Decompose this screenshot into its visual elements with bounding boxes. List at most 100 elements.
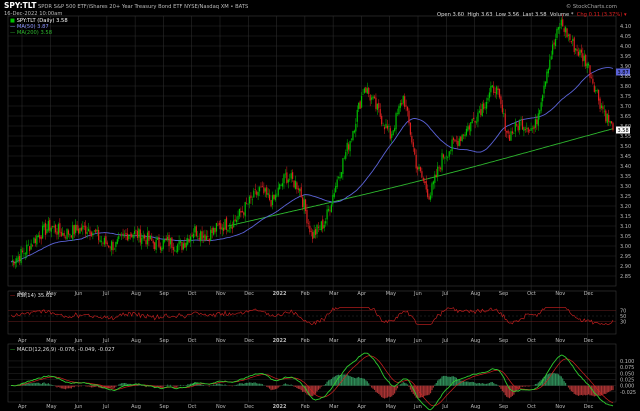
macd-histogram-bar bbox=[462, 381, 465, 386]
macd-histogram-bar bbox=[257, 383, 259, 386]
macd-tick-label: -0.025 bbox=[620, 390, 636, 396]
candle-body bbox=[504, 113, 506, 132]
macd-histogram-bar bbox=[39, 383, 41, 386]
x-tick-label: Oct bbox=[188, 338, 197, 344]
candle-body bbox=[139, 229, 141, 243]
macd-histogram-bar bbox=[93, 385, 95, 387]
macd-histogram-bar bbox=[457, 379, 459, 386]
candle-body bbox=[562, 19, 564, 27]
candle-body bbox=[89, 230, 91, 235]
price-tag-label: 3.87 bbox=[618, 70, 629, 76]
macd-histogram-bar bbox=[346, 374, 348, 386]
macd-histogram-bar bbox=[123, 382, 126, 386]
macd-histogram-bar bbox=[521, 385, 524, 387]
legend-main-series: ■ SPY:TLT (Daily) 3.58 bbox=[10, 18, 68, 24]
candle-body bbox=[243, 212, 245, 215]
candle-body bbox=[583, 55, 585, 61]
macd-histogram-bar bbox=[243, 383, 245, 386]
y-tick-label: 3.50 bbox=[620, 144, 631, 150]
y-tick-label: 3.75 bbox=[620, 94, 631, 100]
candle-body bbox=[385, 123, 387, 128]
candle-body bbox=[250, 195, 252, 199]
candle-body bbox=[99, 240, 101, 242]
macd-histogram-bar bbox=[366, 381, 368, 386]
candle-body bbox=[284, 173, 287, 175]
candle-body bbox=[151, 237, 153, 241]
x-tick-label: Oct bbox=[527, 291, 536, 297]
candle-body bbox=[66, 229, 68, 240]
legend-ma200: — MA(200) 3.58 bbox=[10, 30, 53, 36]
candle-body bbox=[248, 196, 251, 204]
x-tick-label: May bbox=[386, 291, 396, 297]
candle-body bbox=[606, 113, 608, 123]
candle-body bbox=[533, 126, 535, 130]
macd-histogram-bar bbox=[118, 384, 120, 386]
candle-body bbox=[369, 95, 371, 101]
candle-body bbox=[333, 193, 335, 197]
macd-histogram-bar bbox=[103, 385, 105, 388]
candle-body bbox=[427, 189, 429, 197]
candle-body bbox=[57, 224, 60, 235]
macd-histogram-bar bbox=[363, 378, 366, 386]
y-tick-label: 3.25 bbox=[620, 194, 631, 200]
macd-histogram-bar bbox=[395, 385, 397, 391]
macd-histogram-bar bbox=[503, 385, 505, 393]
candle-body bbox=[106, 242, 108, 245]
macd-histogram-bar bbox=[484, 383, 486, 386]
quote-last: Last 3.58 bbox=[522, 12, 547, 18]
macd-histogram-bar bbox=[520, 385, 522, 387]
candle-body bbox=[417, 167, 419, 170]
x-tick-label: Sep bbox=[159, 338, 168, 344]
macd-histogram-bar bbox=[402, 382, 404, 386]
candle-body bbox=[465, 128, 468, 136]
macd-histogram-bar bbox=[98, 385, 100, 388]
macd-histogram-bar bbox=[567, 385, 570, 388]
candle-body bbox=[224, 219, 226, 230]
panel-frame bbox=[7, 15, 617, 287]
candle-body bbox=[429, 195, 432, 200]
macd-histogram-bar bbox=[411, 385, 413, 393]
x-tick-label: Mar bbox=[329, 291, 339, 297]
candle-body bbox=[414, 148, 416, 155]
macd-histogram-bar bbox=[379, 385, 381, 396]
candle-body bbox=[189, 236, 192, 242]
candle-body bbox=[345, 152, 347, 159]
candle-body bbox=[246, 203, 248, 204]
candle-body bbox=[379, 109, 381, 117]
candle-body bbox=[493, 86, 495, 93]
macd-histogram-bar bbox=[355, 378, 357, 386]
macd-histogram-bar bbox=[536, 383, 538, 386]
macd-histogram-bar bbox=[30, 383, 32, 386]
macd-histogram-bar bbox=[156, 385, 159, 387]
candle-body bbox=[560, 19, 562, 26]
x-tick-label: Sep bbox=[499, 404, 508, 410]
candle-body bbox=[457, 140, 459, 146]
y-tick-label: 3.00 bbox=[620, 244, 631, 250]
candle-body bbox=[286, 172, 288, 184]
candle-body bbox=[294, 180, 297, 189]
macd-histogram-bar bbox=[490, 382, 492, 386]
candle-body bbox=[435, 174, 437, 177]
macd-histogram-bar bbox=[217, 383, 219, 386]
macd-histogram-bar bbox=[167, 384, 169, 386]
macd-histogram-bar bbox=[218, 383, 220, 386]
macd-histogram-bar bbox=[371, 385, 373, 388]
candle-body bbox=[112, 241, 114, 251]
candle-body bbox=[550, 56, 552, 60]
macd-histogram-bar bbox=[603, 385, 605, 394]
candle-body bbox=[438, 167, 440, 169]
macd-histogram-bar bbox=[26, 382, 28, 386]
macd-histogram-bar bbox=[458, 379, 460, 386]
y-tick-label: 2.95 bbox=[620, 254, 631, 260]
candle-body bbox=[608, 114, 610, 122]
candle-body bbox=[70, 235, 72, 238]
macd-histogram-bar bbox=[529, 385, 531, 387]
macd-histogram-bar bbox=[560, 376, 562, 386]
macd-histogram-bar bbox=[169, 384, 172, 386]
candle-body bbox=[365, 87, 367, 93]
candle-body bbox=[394, 128, 396, 131]
candle-body bbox=[52, 225, 54, 227]
candle-body bbox=[382, 125, 384, 126]
macd-histogram-bar bbox=[507, 385, 509, 398]
macd-histogram-bar bbox=[266, 385, 268, 387]
